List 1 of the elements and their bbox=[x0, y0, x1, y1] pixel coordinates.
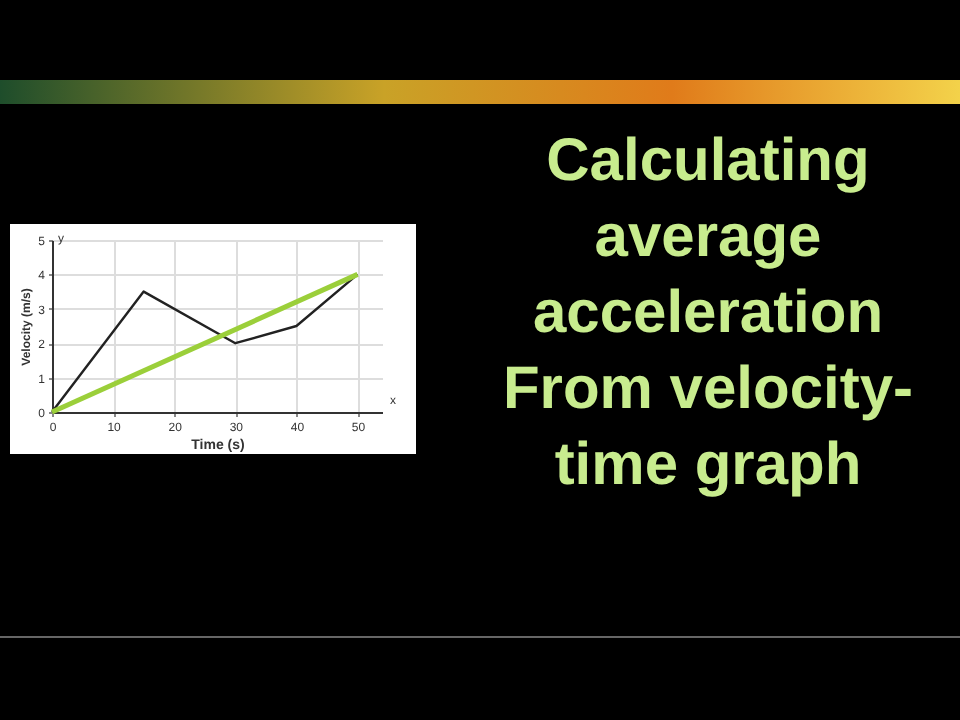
text: Calculating average acceleration From velocity-time graph bbox=[500, 126, 916, 502]
